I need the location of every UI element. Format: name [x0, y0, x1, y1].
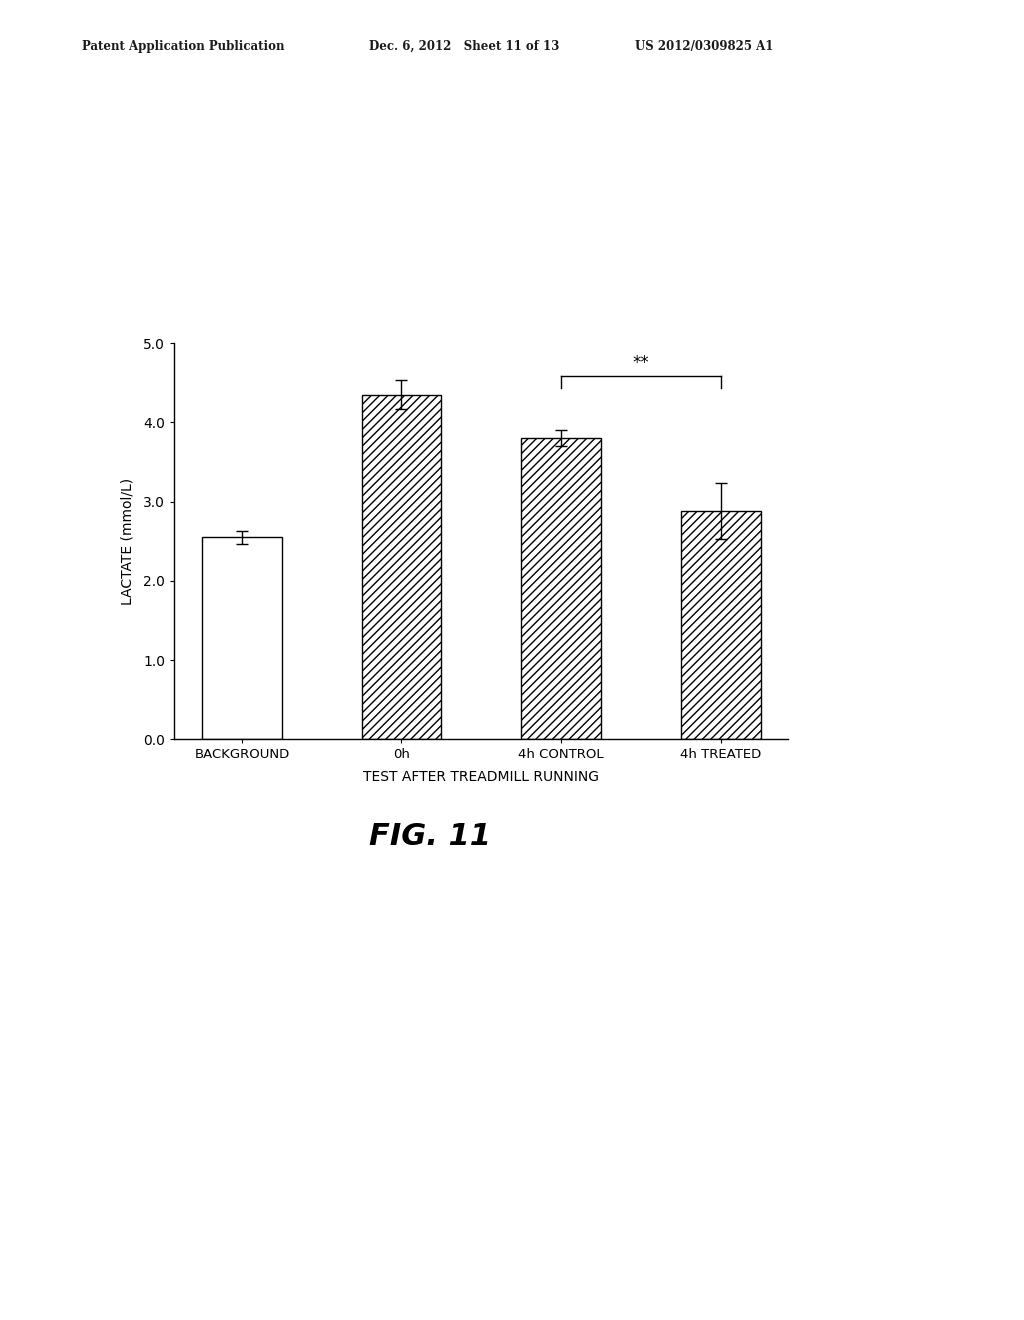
Bar — [361, 395, 441, 739]
Text: US 2012/0309825 A1: US 2012/0309825 A1 — [635, 40, 773, 53]
X-axis label: TEST AFTER TREADMILL RUNNING: TEST AFTER TREADMILL RUNNING — [364, 770, 599, 784]
Text: Patent Application Publication: Patent Application Publication — [82, 40, 285, 53]
Text: **: ** — [633, 354, 649, 372]
Text: Dec. 6, 2012   Sheet 11 of 13: Dec. 6, 2012 Sheet 11 of 13 — [369, 40, 559, 53]
Bar — [521, 438, 601, 739]
Y-axis label: LACTATE (mmol/L): LACTATE (mmol/L) — [121, 478, 135, 605]
Bar — [681, 511, 761, 739]
Text: FIG. 11: FIG. 11 — [369, 822, 492, 851]
Bar — [202, 537, 282, 739]
